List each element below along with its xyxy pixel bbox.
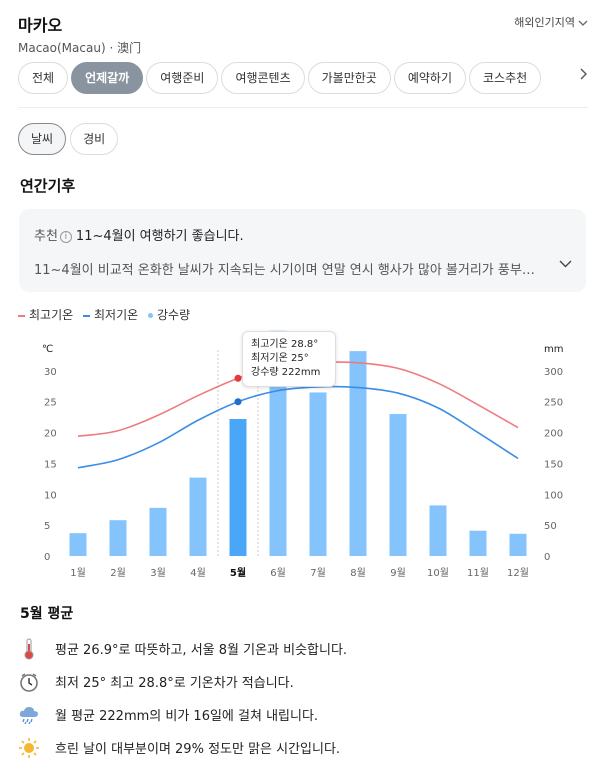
monthly-average-list: 평균 26.9°로 따뜻하고, 서울 8월 기온과 비슷합니다. 최저 25° … — [18, 632, 347, 761]
y-left-tick-label: 25 — [44, 398, 57, 409]
avg-item-text: 흐린 날이 대부분이며 29% 정도만 맑은 시간입니다. — [55, 742, 341, 757]
page-header: 마카오 Macao(Macau) · 澳门 해외인기지역 — [18, 10, 588, 58]
recommendation-detail: 11~4월이 비교적 온화한 날씨가 지속되는 시기이며 연말 연시 행사가 많… — [34, 263, 544, 278]
rain-bar — [69, 533, 87, 556]
recommendation-headline: 11~4월이 여행하기 좋습니다. — [75, 229, 244, 244]
region-label: 해외인기지역 — [514, 16, 575, 29]
list-item: 흐린 날이 대부분이며 29% 정도만 맑은 시간입니다. — [18, 731, 347, 761]
legend-item-low: 최저기온 — [83, 308, 138, 322]
rain-bar — [429, 505, 447, 556]
avg-item-text: 평균 26.9°로 따뜻하고, 서울 8월 기온과 비슷합니다. — [55, 643, 348, 658]
legend-swatch-low — [83, 314, 90, 317]
y-right-tick-label: 200 — [544, 429, 563, 440]
y-right-tick-label: 150 — [544, 459, 563, 470]
rain-bar — [509, 533, 527, 556]
section-title: 연간기후 — [20, 177, 76, 195]
y-left-unit: ℃ — [42, 344, 53, 355]
chevron-right-icon[interactable] — [580, 68, 588, 84]
rain-bar — [349, 351, 367, 556]
tab-course[interactable]: 코스추천 — [469, 62, 542, 94]
expand-chevron-icon[interactable] — [559, 257, 572, 272]
rain-bar — [469, 530, 487, 556]
rain-bar — [109, 520, 127, 556]
subtab-weather[interactable]: 날씨 — [18, 123, 67, 155]
avg-item-text: 최저 25° 최고 28.8°로 기온차가 적습니다. — [55, 676, 294, 691]
legend-swatch-rain — [148, 313, 153, 318]
legend-swatch-high — [18, 314, 25, 317]
page-subtitle: Macao(Macau) · 澳门 — [18, 41, 142, 55]
legend-item-rain: 강수량 — [148, 308, 190, 322]
sun-icon — [18, 737, 40, 759]
legend-label-rain: 강수량 — [157, 308, 191, 322]
tab-travel-content[interactable]: 여행콘텐츠 — [221, 62, 305, 94]
y-left-tick-label: 0 — [44, 552, 50, 563]
y-left-tick-label: 15 — [44, 459, 57, 470]
tab-all[interactable]: 전체 — [18, 62, 69, 94]
clock-icon — [18, 671, 40, 693]
tab-places[interactable]: 가볼만한곳 — [307, 62, 391, 94]
tab-when-to-go[interactable]: 언제갈까 — [71, 62, 144, 94]
tab-travel-prep[interactable]: 여행준비 — [146, 62, 219, 94]
y-right-tick-label: 0 — [544, 552, 550, 563]
rain-bar — [309, 392, 327, 556]
rain-bar — [229, 418, 247, 556]
rain-cloud-icon — [18, 704, 40, 726]
list-item: 최저 25° 최고 28.8°로 기온차가 적습니다. — [18, 665, 347, 698]
x-tick-label: 5월 — [230, 567, 246, 579]
x-tick-label: 6월 — [270, 567, 286, 579]
category-tabs: 전체 언제갈까 여행준비 여행콘텐츠 가볼만한곳 예약하기 코스추천 — [18, 62, 588, 94]
x-tick-label: 3월 — [150, 567, 166, 579]
y-right-tick-label: 100 — [544, 490, 563, 501]
legend-label-high: 최고기온 — [29, 308, 74, 322]
x-tick-label: 12월 — [507, 567, 529, 579]
divider — [18, 107, 588, 108]
y-left-tick-label: 10 — [44, 490, 57, 501]
legend-label-low: 최저기온 — [94, 308, 139, 322]
tooltip-low: 최저기온 25° — [251, 353, 309, 364]
rain-bar — [389, 414, 407, 556]
x-tick-label: 2월 — [110, 567, 126, 579]
low-temp-point — [234, 398, 242, 406]
tab-booking[interactable]: 예약하기 — [393, 62, 467, 94]
low-temp-line — [77, 385, 519, 469]
subtab-cost[interactable]: 경비 — [70, 123, 119, 155]
legend-item-high: 최고기온 — [18, 308, 73, 322]
x-tick-label: 4월 — [190, 567, 206, 579]
x-tick-label: 10월 — [427, 567, 449, 579]
chart-tooltip: 최고기온 28.8° 최저기온 25° 강수량 222mm — [242, 331, 336, 387]
high-temp-point — [234, 374, 242, 382]
thermometer-icon — [18, 638, 40, 660]
rain-bar — [149, 507, 167, 556]
sub-tabs: 날씨 경비 — [18, 123, 122, 155]
recommendation-box[interactable]: 추천 i 11~4월이 여행하기 좋습니다. 11~4월이 비교적 온화한 날씨가 … — [19, 209, 586, 292]
recommendation-label: 추천 — [34, 229, 58, 244]
list-item: 평균 26.9°로 따뜻하고, 서울 8월 기온과 비슷합니다. — [18, 632, 347, 665]
x-tick-label: 9월 — [390, 567, 406, 579]
y-left-tick-label: 20 — [44, 429, 57, 440]
chevron-down-icon — [578, 18, 588, 29]
region-dropdown[interactable]: 해외인기지역 — [514, 14, 588, 30]
x-tick-label: 7월 — [310, 567, 326, 579]
recommendation-headline-row: 추천 i 11~4월이 여행하기 좋습니다. — [34, 225, 244, 244]
y-right-tick-label: 250 — [544, 398, 563, 409]
info-icon[interactable]: i — [59, 231, 72, 243]
rain-bar — [269, 330, 287, 556]
y-left-tick-label: 5 — [44, 521, 50, 532]
list-item: 월 평균 222mm의 비가 16일에 걸쳐 내립니다. — [18, 698, 347, 731]
x-tick-label: 8월 — [350, 567, 366, 579]
tooltip-high: 최고기온 28.8° — [251, 339, 319, 350]
x-tick-label: 1월 — [70, 567, 86, 579]
x-tick-label: 11월 — [467, 567, 489, 579]
page-title: 마카오 — [18, 16, 63, 35]
chart-legend: 최고기온 최저기온 강수량 — [18, 306, 196, 323]
y-left-tick-label: 30 — [44, 367, 57, 378]
y-right-unit: mm — [544, 344, 563, 355]
y-right-tick-label: 50 — [544, 521, 557, 532]
monthly-average-title: 5월 평균 — [20, 606, 74, 622]
avg-item-text: 월 평균 222mm의 비가 16일에 걸쳐 내립니다. — [55, 709, 319, 724]
tooltip-rain: 강수량 222mm — [251, 367, 321, 378]
rain-bar — [189, 477, 207, 556]
y-right-tick-label: 300 — [544, 367, 563, 378]
